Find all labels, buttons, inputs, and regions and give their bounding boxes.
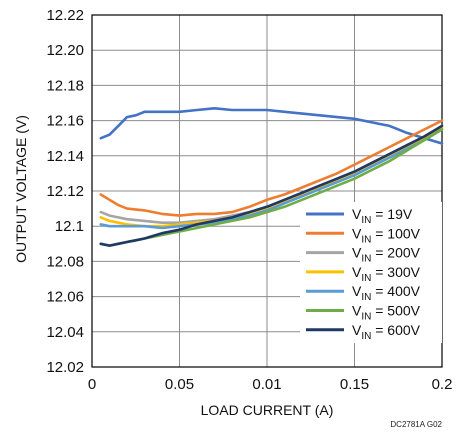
x-tick-label: 0.01 [252,376,281,393]
grid-lines [92,15,442,367]
legend-label: VIN = 600V [352,322,421,342]
x-tick-label: 0.2 [432,376,453,393]
y-tick-label: 12.16 [46,113,84,130]
y-tick-label: 12.06 [46,289,84,306]
legend-label: VIN = 100V [352,225,421,245]
x-axis-label: LOAD CURRENT (A) [201,402,334,418]
x-tick-label: 0.05 [165,376,194,393]
legend-label: VIN = 19V [352,206,413,226]
series-line [99,128,444,230]
series-layer [99,107,444,247]
y-tick-label: 12.02 [46,359,84,376]
y-tick-label: 12.08 [46,253,84,270]
y-tick-label: 12.04 [46,324,84,341]
y-tick-label: 12.18 [46,77,84,94]
y-tick-label: 12.20 [46,42,84,59]
y-tick-label: 12.12 [46,183,84,200]
legend-label: VIN = 500V [352,303,421,323]
plot-border [91,14,443,368]
legend-label: VIN = 400V [352,283,421,303]
series-line [99,119,444,217]
series-line [99,124,444,247]
y-axis-label: OUTPUT VOLTAGE (V) [13,115,29,263]
y-tick-label: 12.1 [55,218,84,235]
series-line [99,107,444,145]
tick-labels: 12.02 12.04 12.06 12.08 12.1 12.12 12.14 12.16 1… [46,7,452,393]
x-tick-label: 0.15 [340,376,369,393]
legend-label: VIN = 300V [352,264,421,284]
x-tick-label: 0 [88,376,96,393]
y-tick-label: 12.22 [46,7,84,24]
y-tick-label: 12.14 [46,148,84,165]
legend-label: VIN = 200V [352,245,421,265]
figure-code: DC2781A G02 [390,420,442,429]
